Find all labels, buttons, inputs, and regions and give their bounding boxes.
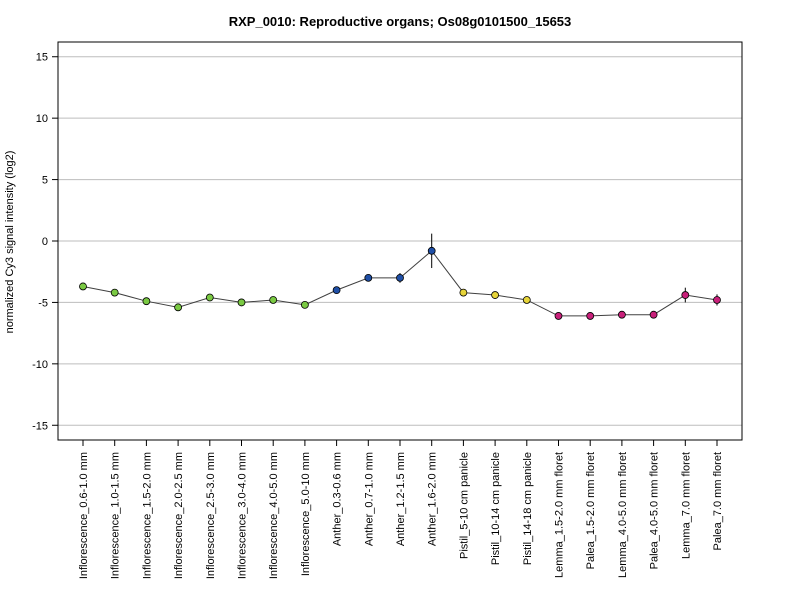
- x-tick-label: Pistil_14-18 cm panicle: [522, 452, 534, 565]
- data-point: [269, 296, 278, 304]
- data-series: [79, 233, 721, 320]
- x-tick-label: Lemma_4.0-5.0 mm floret: [617, 452, 629, 578]
- x-tick-label: Inflorescence_3.0-4.0 mm: [237, 452, 249, 579]
- grid-lines: [58, 56, 742, 426]
- data-point: [491, 291, 500, 299]
- data-point: [459, 288, 468, 297]
- data-point: [364, 273, 373, 282]
- x-tick-label: Pistil_5-10 cm panicle: [458, 452, 470, 559]
- x-tick-label: Anther_0.7-1.0 mm: [363, 452, 375, 546]
- x-tick-label: Anther_1.2-1.5 mm: [395, 452, 407, 546]
- y-tick-label: 5: [42, 175, 48, 187]
- data-point: [586, 312, 595, 320]
- data-point: [332, 286, 341, 295]
- x-tick-label: Lemma_7.0 mm floret: [680, 452, 692, 559]
- x-tick-label: Inflorescence_2.0-2.5 mm: [173, 452, 185, 579]
- x-tick-label: Palea_4.0-5.0 mm floret: [649, 452, 661, 569]
- plot-frame: [57, 41, 743, 441]
- y-tick-label: -15: [32, 420, 48, 432]
- data-point: [174, 303, 183, 312]
- x-tick-label: Pistil_10-14 cm panicle: [490, 452, 502, 565]
- x-tick-label: Anther_1.6-2.0 mm: [427, 452, 439, 546]
- chart-title: RXP_0010: Reproductive organs; Os08g0101…: [229, 14, 572, 29]
- y-tick-label: -5: [38, 297, 48, 309]
- data-point: [142, 297, 151, 306]
- x-tick-label: Inflorescence_4.0-5.0 mm: [268, 452, 280, 579]
- x-tick-label: Palea_7.0 mm floret: [712, 452, 724, 550]
- data-point: [110, 288, 119, 297]
- y-tick-label: -10: [32, 359, 48, 371]
- x-tick-label: Lemma_1.5-2.0 mm floret: [554, 452, 566, 578]
- y-axis-label: normalized Cy3 signal intensity (log2): [4, 151, 16, 334]
- data-point: [649, 310, 658, 319]
- data-point: [79, 282, 87, 291]
- data-point: [554, 312, 563, 320]
- data-point: [681, 291, 690, 299]
- data-point: [522, 296, 531, 304]
- x-tick-label: Inflorescence_5.0-10 mm: [300, 452, 312, 576]
- data-point: [300, 300, 309, 309]
- x-tick-label: Palea_1.5-2.0 mm floret: [585, 452, 597, 569]
- y-tick-label: 0: [42, 236, 48, 248]
- x-tick-label: Inflorescence_0.6-1.0 mm: [78, 452, 90, 579]
- y-tick-label: 10: [36, 113, 48, 125]
- data-point: [205, 293, 214, 302]
- x-axis: Inflorescence_0.6-1.0 mm Inflorescence_1.…: [78, 440, 724, 579]
- data-point: [713, 296, 721, 304]
- data-point: [618, 310, 626, 319]
- x-tick-label: Anther_0.3-0.6 mm: [332, 452, 344, 546]
- x-tick-label: Inflorescence_1.5-2.0 mm: [141, 452, 153, 579]
- data-point: [237, 298, 246, 307]
- data-point: [396, 273, 404, 282]
- y-tick-label: 15: [36, 52, 48, 64]
- x-tick-label: Inflorescence_2.5-3.0 mm: [205, 452, 217, 579]
- y-axis: -15 -10 -5 0 5 10 15: [32, 52, 58, 432]
- x-tick-label: Inflorescence_1.0-1.5 mm: [110, 452, 122, 579]
- data-point: [427, 246, 436, 255]
